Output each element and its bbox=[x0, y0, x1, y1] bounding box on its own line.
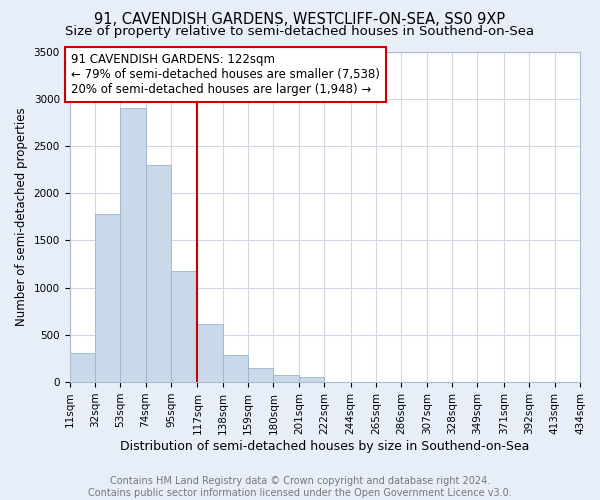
Bar bbox=[248, 368, 274, 382]
Bar bbox=[95, 214, 120, 382]
Bar bbox=[120, 108, 146, 382]
Bar bbox=[197, 324, 223, 382]
Bar bbox=[274, 376, 299, 382]
Bar bbox=[70, 354, 95, 382]
Bar bbox=[146, 165, 171, 382]
Text: 91 CAVENDISH GARDENS: 122sqm
← 79% of semi-detached houses are smaller (7,538)
2: 91 CAVENDISH GARDENS: 122sqm ← 79% of se… bbox=[71, 54, 380, 96]
X-axis label: Distribution of semi-detached houses by size in Southend-on-Sea: Distribution of semi-detached houses by … bbox=[120, 440, 529, 452]
Text: Size of property relative to semi-detached houses in Southend-on-Sea: Size of property relative to semi-detach… bbox=[65, 25, 535, 38]
Bar bbox=[223, 354, 248, 382]
Bar bbox=[299, 378, 324, 382]
Y-axis label: Number of semi-detached properties: Number of semi-detached properties bbox=[15, 108, 28, 326]
Bar bbox=[171, 271, 197, 382]
Text: Contains HM Land Registry data © Crown copyright and database right 2024.
Contai: Contains HM Land Registry data © Crown c… bbox=[88, 476, 512, 498]
Text: 91, CAVENDISH GARDENS, WESTCLIFF-ON-SEA, SS0 9XP: 91, CAVENDISH GARDENS, WESTCLIFF-ON-SEA,… bbox=[94, 12, 506, 28]
